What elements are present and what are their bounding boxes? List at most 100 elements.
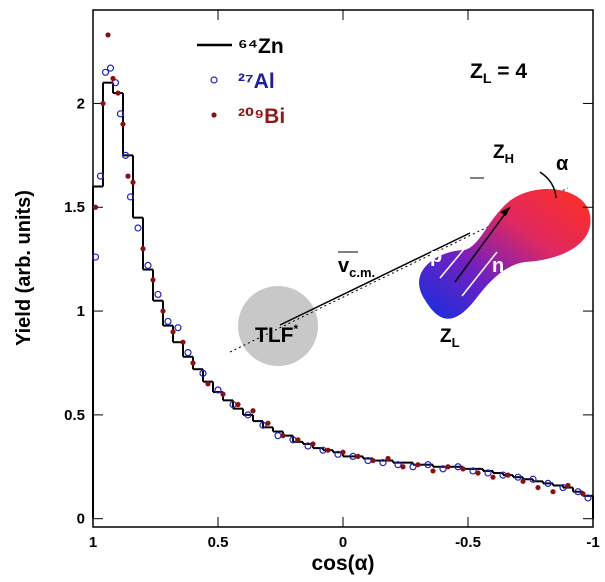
data-point	[490, 474, 496, 480]
legend-swatch	[210, 76, 218, 84]
data-point	[140, 246, 146, 252]
data-point	[274, 432, 282, 440]
data-point	[340, 449, 346, 455]
data-point	[550, 489, 556, 495]
annotation-sub: L	[483, 70, 492, 86]
data-point	[100, 100, 106, 107]
data-point	[91, 253, 100, 261]
data-point	[199, 369, 207, 377]
inset-diagram: TLF* vc.m. vREL p n ZH α ZL	[229, 142, 591, 366]
data-point	[430, 468, 436, 474]
data-point	[520, 478, 526, 484]
legend-label: ⁶⁴Zn	[238, 35, 284, 58]
data-point	[454, 463, 462, 471]
data-point	[106, 64, 115, 72]
data-point	[259, 421, 267, 429]
zl-text: Z	[440, 326, 452, 347]
annotation-main: Z	[470, 60, 483, 83]
data-point	[96, 172, 105, 180]
data-point	[295, 437, 301, 443]
data-point	[101, 68, 110, 76]
data-point	[574, 488, 582, 496]
p-arrow	[439, 235, 476, 279]
zh-sub: H	[505, 151, 514, 166]
data-point	[125, 173, 131, 179]
tlf-sup: *	[293, 322, 298, 336]
vcm-text: v	[338, 255, 350, 277]
data-point	[584, 494, 592, 502]
data-point	[120, 121, 126, 127]
data-point	[334, 450, 342, 458]
data-point	[370, 457, 376, 464]
data-point	[116, 110, 125, 118]
data-point	[385, 455, 391, 462]
data-point	[111, 79, 120, 87]
y-tick-label: 1.5	[64, 199, 85, 216]
vrel-arrow	[454, 206, 511, 283]
n-arrow	[461, 251, 498, 297]
tlf-circle	[238, 286, 318, 366]
dinuclear-system	[419, 188, 591, 319]
x-tick-label: 0	[339, 534, 347, 551]
y-tick-label: 1	[77, 303, 85, 320]
data-point	[400, 464, 406, 470]
data-point	[439, 465, 447, 473]
data-point	[154, 290, 162, 299]
data-point	[170, 329, 176, 335]
legend-label: ²⁷Al	[238, 70, 275, 93]
data-point	[529, 475, 537, 483]
data-point	[105, 32, 111, 38]
arrow-head	[500, 207, 510, 216]
zl-sub: L	[452, 335, 460, 350]
data-point	[180, 339, 186, 345]
data-point	[580, 491, 586, 497]
data-point	[355, 453, 361, 460]
data-point	[115, 90, 121, 96]
data-point	[409, 463, 417, 471]
data-point	[469, 467, 477, 475]
data-point	[164, 317, 172, 326]
data-point	[150, 277, 156, 283]
vcm-label: vc.m.	[338, 255, 375, 280]
vcm-sub: c.m.	[349, 265, 375, 280]
data-point	[214, 386, 222, 394]
vrel-sub: REL	[479, 191, 505, 206]
zl-label: ZL	[440, 326, 460, 350]
data-point	[544, 479, 552, 487]
vrel-text: v	[468, 181, 480, 203]
vcm-line	[279, 232, 471, 326]
data-point	[304, 442, 312, 450]
y-axis-label: Yield (arb. units)	[13, 190, 35, 346]
tlf-text: TLF	[255, 324, 294, 347]
data-point	[134, 224, 142, 232]
data-point	[244, 411, 252, 419]
x-tick-label: 1	[89, 534, 97, 551]
data-point	[174, 324, 182, 332]
n-label: n	[492, 255, 504, 277]
data-point	[235, 401, 241, 408]
data-point	[475, 470, 481, 476]
data-point	[415, 462, 421, 468]
data-point	[121, 151, 130, 159]
p-label: p	[430, 245, 442, 267]
data-point	[160, 308, 166, 314]
data-point	[559, 483, 567, 492]
x-tick-label: -0.5	[455, 534, 481, 551]
x-tick-label: -1	[586, 534, 599, 551]
data-point	[184, 348, 192, 357]
data-point	[265, 420, 271, 426]
zh-text: Z	[493, 142, 505, 163]
data-point	[379, 459, 387, 467]
data-point	[505, 472, 511, 478]
legend-swatch	[211, 112, 217, 118]
data-point	[250, 408, 256, 414]
x-tick-label: 0.5	[208, 534, 229, 551]
data-point	[394, 461, 402, 469]
data-point	[280, 433, 286, 439]
annotation-rest: = 4	[491, 60, 527, 83]
data-point	[130, 179, 136, 185]
data-point	[445, 464, 451, 470]
data-point	[325, 447, 331, 453]
data-point	[220, 391, 226, 397]
x-axis-label: cos(α)	[311, 552, 374, 575]
